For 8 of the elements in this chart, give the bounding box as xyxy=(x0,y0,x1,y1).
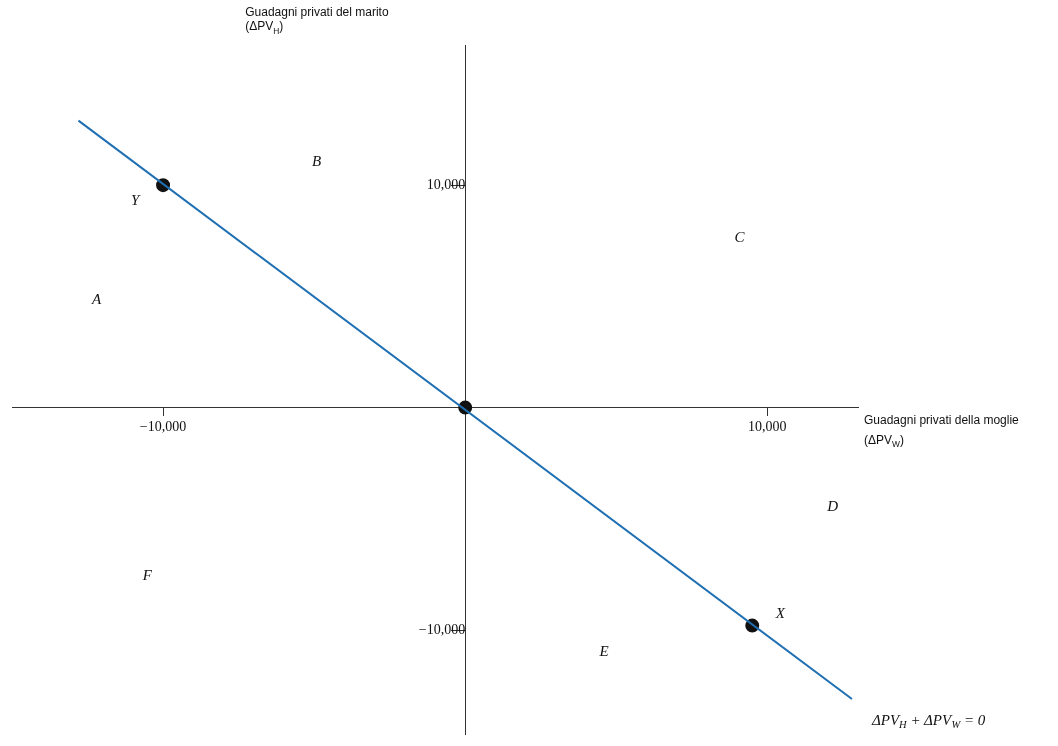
annotation: D xyxy=(826,497,839,514)
annotation: Y xyxy=(130,192,141,209)
annotation: B xyxy=(311,153,322,170)
annotation: A xyxy=(91,291,103,308)
annotation: E xyxy=(598,642,609,659)
annotation: F xyxy=(141,566,153,583)
annotation: X xyxy=(774,604,786,621)
annotation: C xyxy=(734,229,746,246)
